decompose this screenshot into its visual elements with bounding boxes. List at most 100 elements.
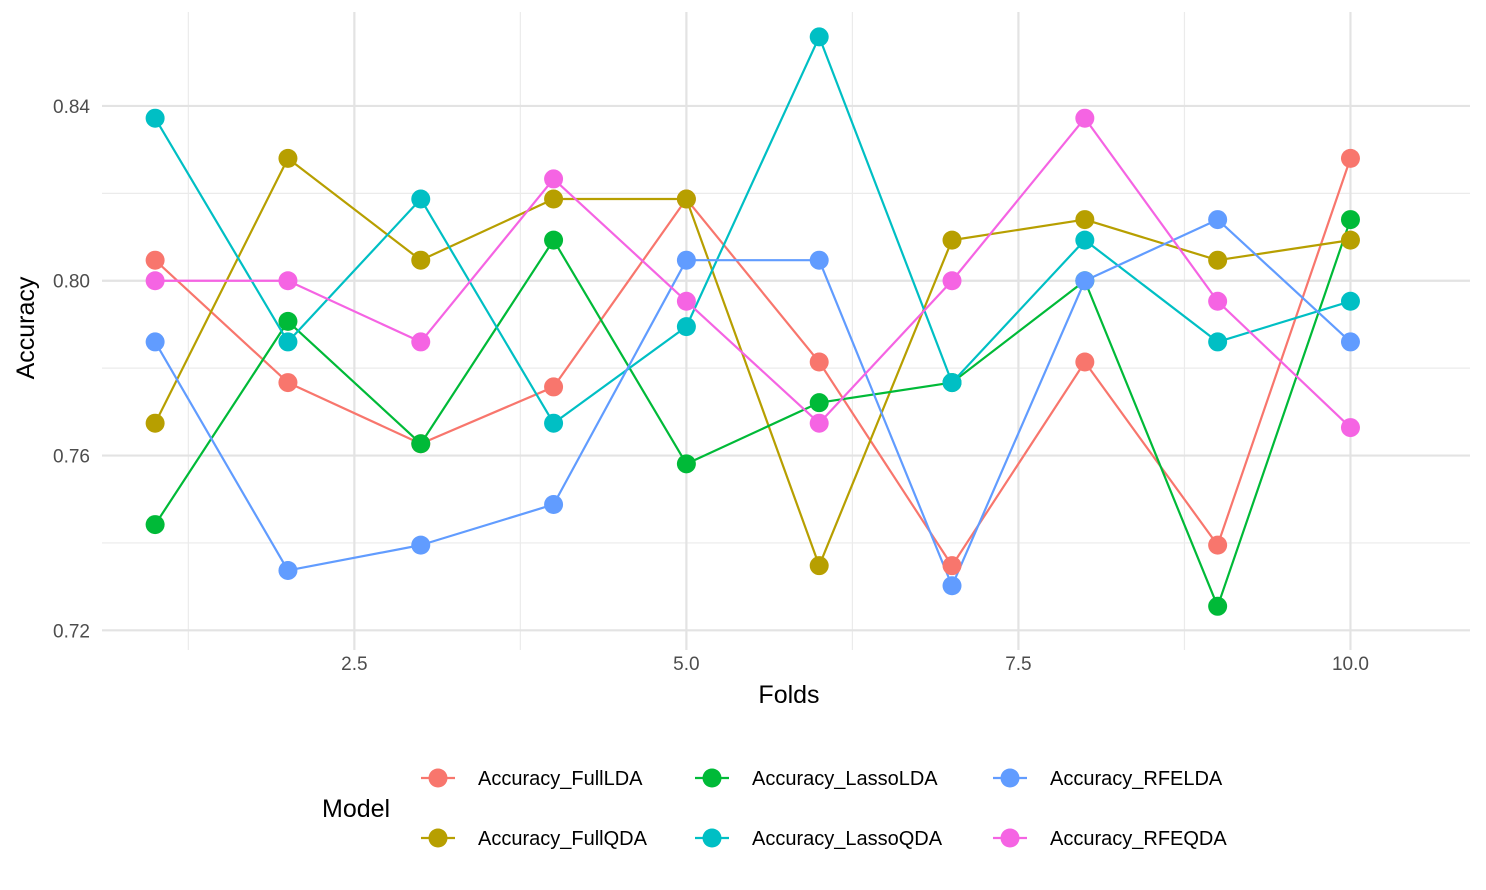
- legend-title: Model: [322, 795, 390, 823]
- data-point-Accuracy_RFELDA: [1208, 210, 1228, 230]
- y-tick-label: 0.80: [53, 272, 90, 293]
- data-point-Accuracy_FullLDA: [145, 250, 165, 270]
- legend-key-point: [702, 828, 722, 848]
- legend-key-point: [1000, 768, 1020, 788]
- series-points: [145, 27, 1360, 616]
- data-point-Accuracy_FullQDA: [1340, 230, 1360, 250]
- x-tick-label: 10.0: [1332, 654, 1369, 675]
- data-point-Accuracy_RFELDA: [411, 535, 431, 555]
- minor-gridlines: [102, 12, 1470, 650]
- data-point-Accuracy_RFEQDA: [278, 271, 298, 291]
- x-tick-label: 5.0: [673, 654, 699, 675]
- data-point-Accuracy_LassoQDA: [1340, 291, 1360, 311]
- x-axis-tick-labels: 2.5 5.0 7.5 10.0: [341, 654, 1369, 675]
- x-tick-label: 7.5: [1005, 654, 1031, 675]
- legend-label: Accuracy_FullQDA: [478, 828, 648, 850]
- data-point-Accuracy_LassoLDA: [1208, 596, 1228, 616]
- data-point-Accuracy_FullLDA: [1208, 535, 1228, 555]
- series-line-Accuracy_FullQDA: [154, 157, 1351, 567]
- data-point-Accuracy_FullQDA: [809, 556, 829, 576]
- data-point-Accuracy_FullLDA: [544, 377, 564, 397]
- series-line-Accuracy_RFELDA: [154, 218, 1352, 587]
- data-point-Accuracy_RFEQDA: [942, 271, 962, 291]
- legend-label: Accuracy_RFELDA: [1050, 768, 1223, 790]
- data-point-Accuracy_RFEQDA: [1340, 418, 1360, 438]
- data-point-Accuracy_LassoQDA: [676, 317, 696, 337]
- data-point-Accuracy_FullLDA: [1340, 148, 1360, 168]
- data-point-Accuracy_LassoLDA: [278, 311, 298, 331]
- legend-item-Accuracy_LassoLDA: Accuracy_LassoLDA: [695, 768, 938, 790]
- data-point-Accuracy_FullQDA: [278, 148, 298, 168]
- data-point-Accuracy_FullLDA: [278, 373, 298, 393]
- legend-key-point: [428, 828, 448, 848]
- major-gridlines: [102, 12, 1470, 650]
- legend-label: Accuracy_FullLDA: [478, 768, 643, 790]
- legend-key-point: [1000, 828, 1020, 848]
- data-point-Accuracy_FullLDA: [809, 352, 829, 372]
- data-point-Accuracy_LassoLDA: [411, 434, 431, 454]
- data-point-Accuracy_FullQDA: [145, 413, 165, 433]
- series-line-Accuracy_RFEQDA: [155, 117, 1352, 429]
- data-point-Accuracy_LassoQDA: [278, 332, 298, 352]
- data-point-Accuracy_LassoQDA: [544, 413, 564, 433]
- data-point-Accuracy_LassoLDA: [1340, 210, 1360, 230]
- data-point-Accuracy_RFEQDA: [1075, 108, 1095, 128]
- data-point-Accuracy_LassoQDA: [1208, 332, 1228, 352]
- legend-label: Accuracy_LassoQDA: [752, 828, 943, 850]
- data-point-Accuracy_FullQDA: [411, 250, 431, 270]
- legend-label: Accuracy_LassoLDA: [752, 768, 938, 790]
- data-point-Accuracy_RFEQDA: [145, 271, 165, 291]
- data-point-Accuracy_LassoLDA: [809, 393, 829, 413]
- data-point-Accuracy_FullQDA: [676, 189, 696, 209]
- y-tick-label: 0.72: [53, 621, 90, 642]
- series-lines: [154, 35, 1352, 608]
- data-point-Accuracy_FullQDA: [1208, 250, 1228, 270]
- data-point-Accuracy_LassoLDA: [544, 230, 564, 250]
- data-point-Accuracy_RFELDA: [809, 250, 829, 270]
- y-axis-title: Accuracy: [12, 276, 40, 379]
- data-point-Accuracy_LassoQDA: [145, 108, 165, 128]
- legend: Model Accuracy_FullLDA Accuracy_FullQDA Ac…: [322, 768, 1227, 850]
- legend-item-Accuracy_FullLDA: Accuracy_FullLDA: [421, 768, 643, 790]
- data-point-Accuracy_RFEQDA: [411, 332, 431, 352]
- data-point-Accuracy_RFELDA: [145, 332, 165, 352]
- data-point-Accuracy_LassoQDA: [942, 373, 962, 393]
- data-point-Accuracy_LassoQDA: [1075, 230, 1095, 250]
- data-point-Accuracy_FullQDA: [942, 230, 962, 250]
- legend-item-Accuracy_RFELDA: Accuracy_RFELDA: [993, 768, 1223, 790]
- data-point-Accuracy_RFEQDA: [544, 169, 564, 189]
- data-point-Accuracy_LassoLDA: [676, 454, 696, 474]
- y-tick-label: 0.84: [53, 97, 90, 118]
- x-axis-title: Folds: [758, 681, 819, 709]
- data-point-Accuracy_FullLDA: [1075, 352, 1095, 372]
- data-point-Accuracy_RFELDA: [942, 576, 962, 596]
- legend-item-Accuracy_FullQDA: Accuracy_FullQDA: [421, 828, 648, 850]
- data-point-Accuracy_RFELDA: [1340, 332, 1360, 352]
- data-point-Accuracy_RFEQDA: [1208, 291, 1228, 311]
- data-point-Accuracy_RFEQDA: [809, 413, 829, 433]
- y-tick-label: 0.76: [53, 447, 90, 468]
- data-point-Accuracy_RFELDA: [1075, 271, 1095, 291]
- series-line-Accuracy_FullLDA: [154, 158, 1352, 567]
- legend-item-Accuracy_RFEQDA: Accuracy_RFEQDA: [993, 828, 1227, 850]
- data-point-Accuracy_LassoQDA: [411, 189, 431, 209]
- legend-item-Accuracy_LassoQDA: Accuracy_LassoQDA: [695, 828, 943, 850]
- data-point-Accuracy_FullQDA: [544, 189, 564, 209]
- data-point-Accuracy_RFELDA: [676, 250, 696, 270]
- legend-key-point: [702, 768, 722, 788]
- series-line-Accuracy_LassoQDA: [154, 35, 1351, 425]
- legend-key-point: [428, 768, 448, 788]
- legend-label: Accuracy_RFEQDA: [1050, 828, 1227, 850]
- data-point-Accuracy_RFELDA: [278, 560, 298, 580]
- data-point-Accuracy_RFELDA: [544, 494, 564, 514]
- x-tick-label: 2.5: [341, 654, 367, 675]
- series-line-Accuracy_LassoLDA: [154, 219, 1352, 608]
- data-point-Accuracy_LassoLDA: [145, 515, 165, 535]
- data-point-Accuracy_RFEQDA: [676, 291, 696, 311]
- data-point-Accuracy_FullQDA: [1075, 210, 1095, 230]
- data-point-Accuracy_LassoQDA: [809, 27, 829, 47]
- data-point-Accuracy_FullLDA: [942, 556, 962, 576]
- y-axis-tick-labels: 0.72 0.76 0.80 0.84: [53, 97, 90, 642]
